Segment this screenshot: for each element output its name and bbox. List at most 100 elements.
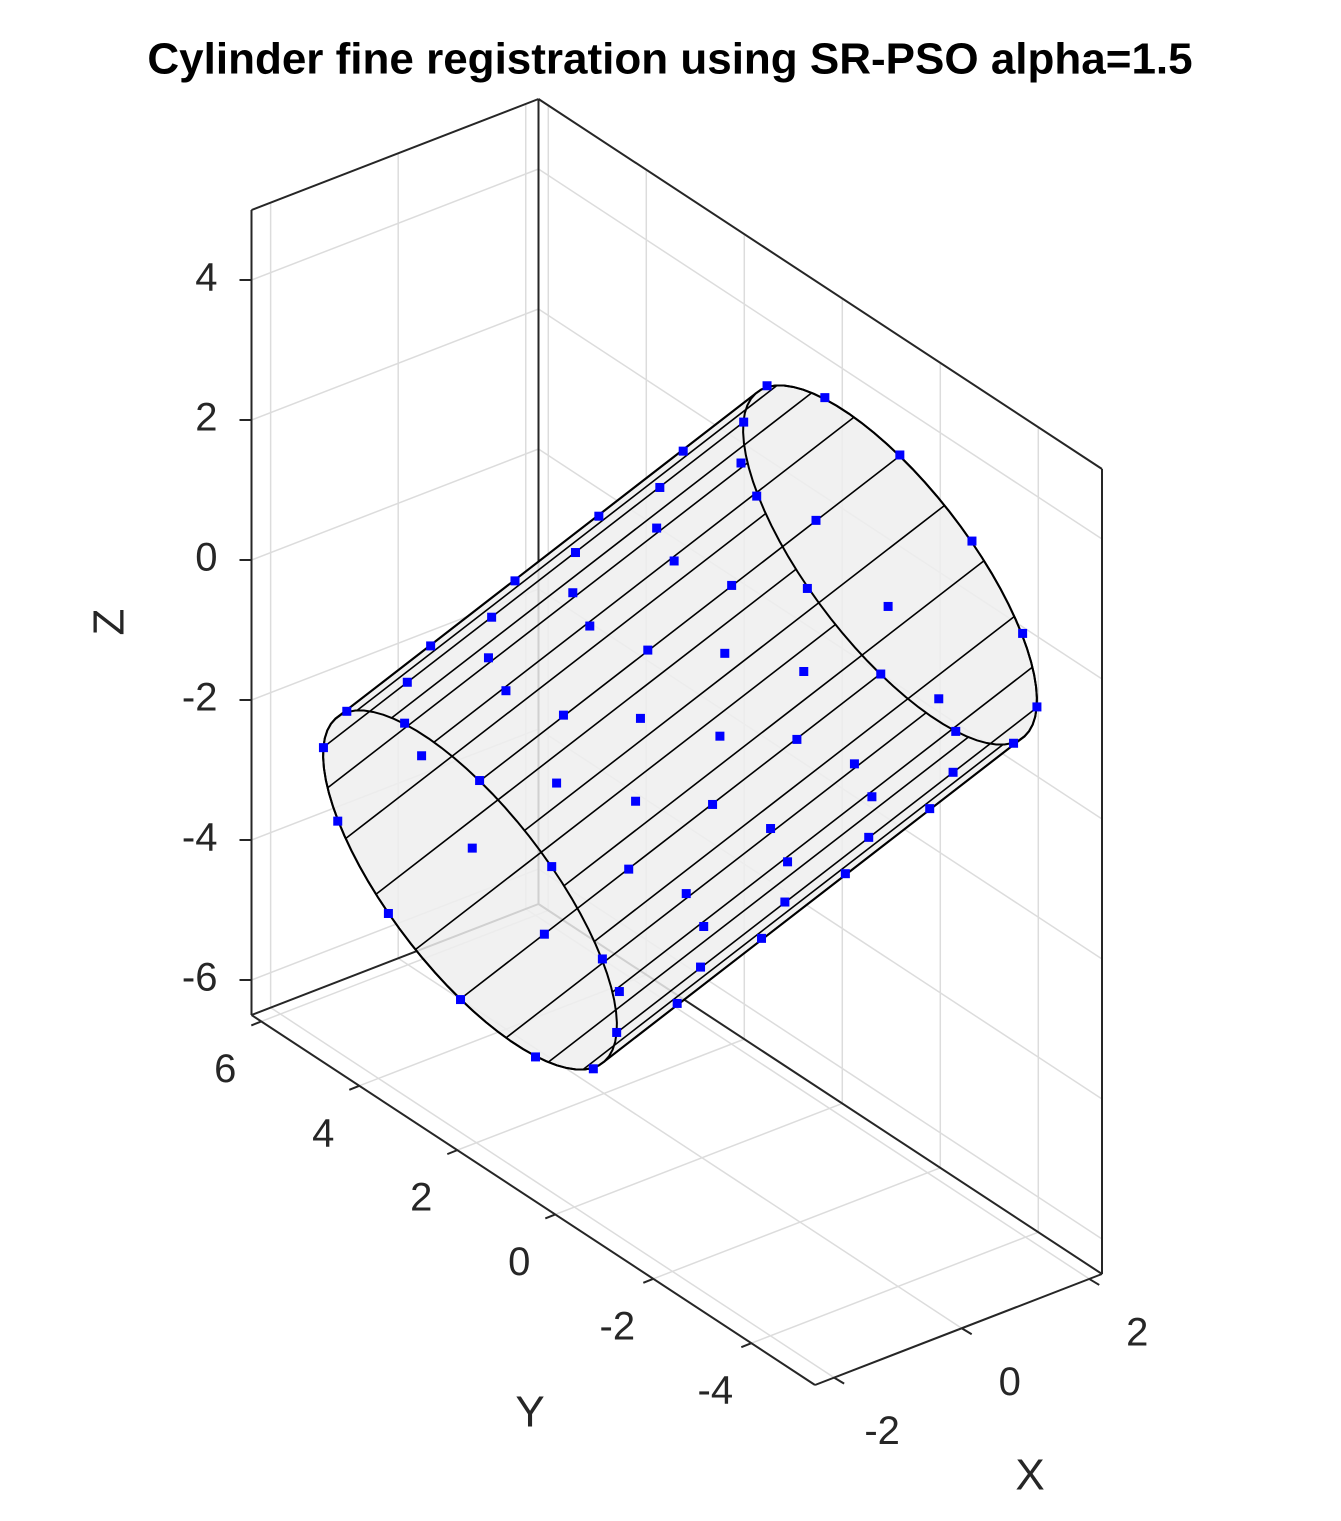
data-point — [342, 706, 352, 716]
grid-line — [457, 1038, 745, 1151]
z-tick-label: -2 — [182, 676, 218, 720]
data-point — [925, 804, 935, 814]
data-point — [811, 515, 821, 525]
x-tick-label: -2 — [864, 1409, 900, 1453]
data-point — [467, 843, 477, 853]
grid-line — [538, 168, 1103, 540]
grid-line — [251, 168, 539, 281]
data-point — [699, 921, 709, 931]
data-point — [456, 995, 466, 1005]
chart-title: Cylinder fine registration using SR-PSO … — [147, 35, 1192, 84]
cylinder-line — [391, 392, 813, 719]
data-point — [766, 824, 776, 834]
data-point — [383, 908, 393, 918]
x-tick-label: 0 — [999, 1360, 1021, 1404]
data-point — [783, 857, 793, 867]
data-point — [720, 648, 730, 658]
data-point — [867, 792, 877, 802]
data-point — [558, 710, 568, 720]
data-point — [752, 491, 762, 501]
data-point — [876, 669, 886, 679]
data-point — [780, 897, 790, 907]
y-tick-label: 0 — [508, 1240, 530, 1284]
data-point — [655, 482, 665, 492]
data-point — [715, 731, 725, 741]
data-point — [631, 796, 641, 806]
data-point — [736, 458, 746, 468]
y-tick-label: 2 — [410, 1176, 432, 1220]
x-tick — [1088, 1278, 1100, 1286]
y-tick-label: -4 — [698, 1369, 734, 1413]
data-point — [568, 588, 578, 598]
cylinder-line — [582, 743, 1004, 1071]
data-point — [585, 621, 595, 631]
grid-line — [270, 1006, 835, 1379]
data-point — [820, 393, 830, 403]
data-point — [727, 580, 737, 590]
x-axis-label: X — [1015, 1451, 1044, 1500]
data-point — [792, 734, 802, 744]
data-point — [948, 767, 958, 777]
data-point — [539, 929, 549, 939]
y-tick — [544, 1213, 556, 1220]
data-point — [669, 556, 679, 566]
data-point — [840, 869, 850, 879]
data-point — [501, 686, 511, 696]
data-point — [531, 1052, 541, 1062]
data-point — [624, 864, 634, 874]
cylinder-line — [345, 512, 767, 840]
grid-line — [653, 1167, 941, 1280]
cylinder-line — [593, 615, 1015, 943]
data-point — [570, 548, 580, 558]
data-point — [883, 601, 893, 611]
y-tick-label: 4 — [312, 1111, 334, 1155]
data-point — [614, 987, 624, 997]
cylinder-line — [322, 421, 744, 748]
data-point — [588, 1064, 598, 1074]
data-point — [681, 889, 691, 899]
axis-edge — [251, 98, 539, 211]
data-point — [487, 612, 497, 622]
x-tick — [961, 1327, 973, 1336]
cylinder-line — [563, 560, 985, 887]
y-axis-label: Y — [515, 1388, 544, 1437]
data-point — [762, 381, 772, 391]
axis-edge — [537, 98, 1103, 470]
z-tick-label: 4 — [195, 256, 217, 300]
cylinder-line — [459, 673, 881, 1000]
data-point — [1018, 628, 1028, 638]
data-point — [417, 751, 427, 761]
y-tick-label: 6 — [214, 1047, 236, 1091]
data-point — [895, 450, 905, 460]
cylinder-line — [356, 384, 778, 712]
data-point — [594, 511, 604, 521]
data-point — [739, 417, 749, 427]
data-point — [708, 799, 718, 809]
data-point — [635, 713, 645, 723]
z-tick-label: -4 — [182, 816, 218, 860]
data-point — [318, 743, 328, 753]
z-axis-label: Z — [85, 609, 134, 636]
cylinder-line — [611, 666, 1033, 993]
data-point — [612, 1027, 622, 1037]
data-point — [1032, 702, 1042, 712]
data-point — [475, 776, 485, 786]
data-point — [1009, 738, 1019, 748]
data-point — [757, 933, 767, 943]
data-point — [333, 816, 343, 826]
y-tick — [642, 1277, 654, 1284]
data-point — [678, 446, 688, 456]
cylinder-line — [327, 462, 749, 789]
cylinder-line — [479, 455, 901, 782]
grid-line — [555, 1102, 843, 1216]
x-tick — [833, 1376, 845, 1385]
cylinder-line — [547, 736, 969, 1063]
data-point — [967, 536, 977, 546]
data-point — [802, 583, 812, 593]
data-point — [951, 726, 961, 736]
data-point — [402, 677, 412, 687]
y-tick — [348, 1084, 360, 1091]
data-point — [799, 666, 809, 676]
data-point — [597, 954, 607, 964]
